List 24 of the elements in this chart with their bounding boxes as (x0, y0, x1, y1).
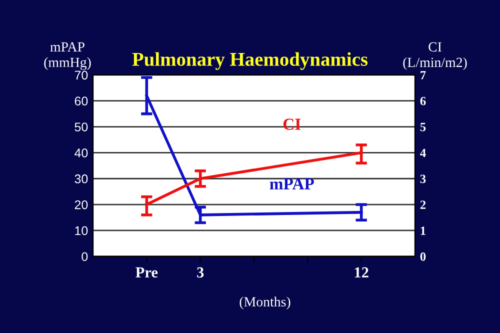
y-tick-label: 60 (74, 96, 88, 106)
y-axis-title: mPAP (mmHg) (44, 42, 91, 70)
y2-tick-label: 1 (420, 226, 426, 235)
chart-title: Pulmonary Haemodynamics (132, 52, 368, 70)
series-label: mPAP (270, 178, 314, 190)
y-tick-label: 10 (75, 226, 88, 236)
x-tick-label: 3 (197, 267, 204, 278)
y2-tick-label: 7 (420, 71, 426, 80)
y2-tick-label: 0 (420, 252, 426, 261)
x-axis-title: (Months) (240, 296, 290, 310)
y-tick-label: 30 (74, 174, 88, 184)
y2-tick-label: 4 (420, 148, 426, 158)
y-tick-label: 50 (74, 122, 88, 132)
y-tick-label: 0 (82, 252, 88, 262)
y-tick-label: 40 (74, 148, 88, 158)
y2-axis-title: CI (L/min/m2) (403, 42, 467, 70)
y2-tick-label: 6 (420, 96, 426, 106)
y2-tick-label: 5 (420, 122, 426, 132)
y2-tick-label: 3 (420, 174, 426, 184)
y2-tick-label: 2 (420, 200, 426, 209)
y-tick-label: 70 (74, 70, 88, 80)
x-tick-label: Pre (136, 267, 158, 278)
x-tick-label: 12 (354, 267, 368, 278)
y-tick-label: 20 (74, 200, 88, 210)
